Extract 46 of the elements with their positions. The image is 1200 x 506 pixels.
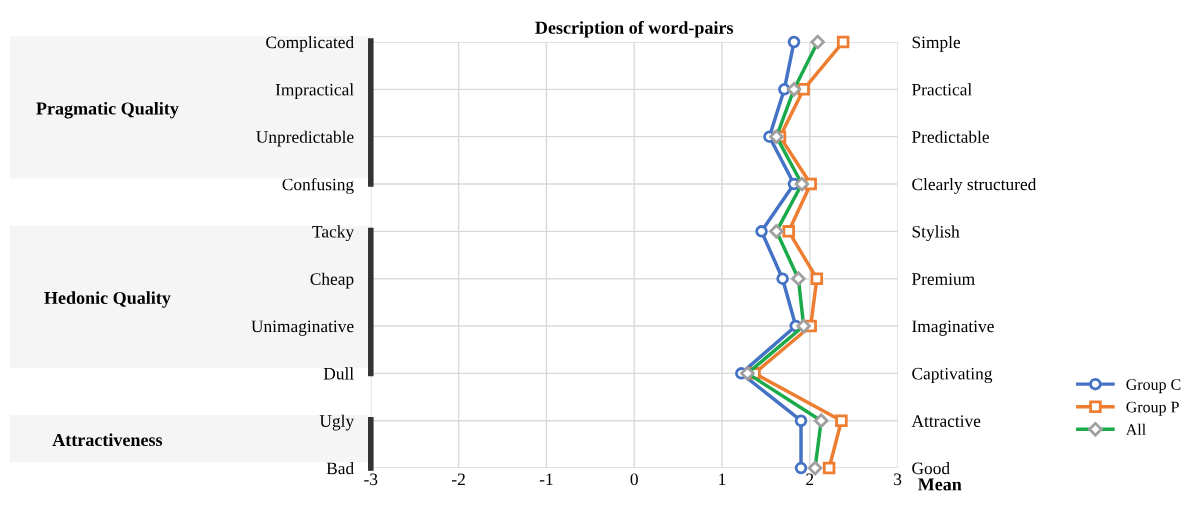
y-tick-label: Tacky	[312, 225, 355, 242]
y2-tick-label: Premium	[911, 273, 975, 285]
x-tick-label: 2	[806, 473, 814, 485]
y-tick-label: Dull	[323, 367, 354, 380]
point	[810, 272, 824, 285]
chart-title: Description of word-pairs	[535, 20, 734, 38]
y2-tick-label: Predictable	[911, 130, 989, 143]
point	[822, 461, 836, 475]
point	[836, 35, 850, 49]
text: Hedonic Quality	[44, 291, 171, 308]
point	[782, 225, 795, 238]
legend-label: Group P	[1126, 401, 1179, 416]
text: Pragmatic Quality	[36, 101, 179, 119]
y2-tick-label: Practical	[911, 83, 972, 96]
x-tick-label: 1	[719, 473, 726, 485]
y2-tick-label: Captivating	[912, 367, 993, 384]
y-tick-label: Bad	[326, 462, 354, 475]
point	[787, 35, 801, 49]
y-tick-label: Cheap	[310, 272, 354, 289]
point	[776, 272, 789, 285]
y-tick-label: Unimaginative	[251, 320, 354, 336]
y2-tick-label: Good	[912, 462, 950, 475]
point	[797, 83, 810, 96]
x-tick-label: -2	[452, 473, 465, 485]
y-tick-label: Impractical	[275, 83, 354, 100]
x-tick-label: -1	[539, 473, 553, 485]
x-tick-label: -3	[364, 473, 378, 486]
y2-tick-label: Clearly structured	[912, 177, 1037, 194]
x-tick-label: 0	[630, 473, 638, 486]
point	[794, 461, 808, 475]
x-tick-label: 3	[894, 473, 902, 486]
point	[794, 414, 808, 427]
y-tick-label: Confusing	[282, 177, 354, 194]
text: Attractiveness	[52, 433, 163, 447]
legend-label: Group C	[1126, 379, 1181, 394]
y-tick-label: Complicated	[266, 35, 354, 52]
y2-tick-label: Attractive	[911, 415, 981, 427]
x-axis-title: Mean	[917, 478, 962, 491]
y2-tick-label: Stylish	[912, 225, 960, 242]
legend-label: All	[1125, 423, 1146, 435]
y2-tick-label: Simple	[912, 35, 961, 52]
y-tick-label: Ugly	[319, 414, 355, 431]
y2-tick-label: Imaginative	[912, 320, 994, 336]
y-tick-label: Unpredictable	[256, 130, 354, 147]
point	[755, 225, 768, 238]
point	[835, 414, 848, 427]
